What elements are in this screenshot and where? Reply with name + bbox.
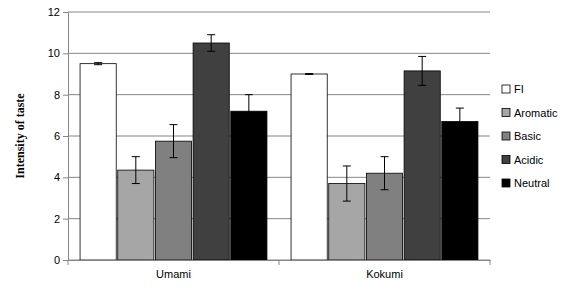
error-bar	[94, 63, 102, 65]
error-bar	[170, 125, 178, 158]
grid-line	[68, 12, 490, 13]
error-bar	[381, 157, 389, 190]
category-separator	[490, 260, 491, 265]
y-tick-label: 4	[54, 171, 60, 183]
error-bar	[245, 95, 253, 128]
y-axis-title: Intensity of taste	[13, 93, 27, 179]
y-tick-mark	[63, 219, 68, 220]
grid-line	[68, 53, 490, 54]
bar	[80, 64, 116, 260]
bar	[231, 111, 267, 260]
bar	[155, 141, 191, 260]
plot: 0 2 4 6 8 10 12 Umami Kokumi	[48, 6, 491, 280]
x-tick-label: Kokumi	[366, 268, 403, 280]
error-bar	[207, 35, 215, 52]
y-tick: 6	[54, 130, 68, 142]
bars	[80, 35, 478, 260]
y-tick-label: 2	[54, 213, 60, 225]
category-separator	[279, 260, 280, 265]
error-bar	[132, 157, 140, 184]
legend-label: Neutral	[514, 177, 549, 189]
y-tick: 0	[54, 254, 68, 266]
y-tick: 12	[48, 6, 68, 18]
x-tick: Kokumi	[366, 260, 403, 280]
legend-swatch	[502, 132, 510, 140]
y-tick: 4	[54, 171, 68, 183]
error-bar	[305, 73, 313, 75]
y-tick-mark	[63, 136, 68, 137]
y-axis-line	[68, 13, 69, 261]
x-axis: Umami Kokumi	[68, 260, 491, 280]
error-bar	[456, 108, 464, 135]
chart: 0 2 4 6 8 10 12 Umami Kokumi Intensity of taste FI…	[0, 0, 584, 298]
category-separator	[68, 260, 69, 265]
y-tick-label: 12	[48, 6, 60, 18]
error-bar	[343, 166, 351, 201]
legend-label: Basic	[514, 130, 541, 142]
y-tick: 8	[54, 89, 68, 101]
y-tick-label: 6	[54, 130, 60, 142]
legend-label: Aromatic	[514, 107, 558, 119]
y-axis: 0 2 4 6 8 10 12	[48, 6, 69, 266]
legend-swatch	[502, 85, 510, 93]
legend: FI Aromatic Basic Acidic Neutral	[502, 83, 558, 189]
bar	[442, 122, 478, 260]
y-tick: 10	[48, 47, 68, 59]
y-tick-mark	[63, 53, 68, 54]
y-tick-mark	[63, 260, 68, 261]
legend-swatch	[502, 179, 510, 187]
grid	[68, 12, 490, 260]
y-tick-mark	[63, 12, 68, 13]
y-tick-mark	[63, 95, 68, 96]
x-tick: Umami	[156, 260, 191, 280]
y-tick-mark	[63, 177, 68, 178]
legend-label: Acidic	[514, 154, 544, 166]
legend-label: FI	[514, 83, 524, 95]
bar	[404, 71, 440, 260]
bar	[291, 74, 327, 260]
bar	[193, 43, 229, 260]
y-tick-label: 8	[54, 89, 60, 101]
y-tick-label: 10	[48, 47, 60, 59]
legend-swatch	[502, 109, 510, 117]
x-tick-label: Umami	[156, 268, 191, 280]
y-tick-label: 0	[54, 254, 60, 266]
legend-swatch	[502, 156, 510, 164]
y-tick: 2	[54, 213, 68, 225]
error-bar	[418, 56, 426, 85]
